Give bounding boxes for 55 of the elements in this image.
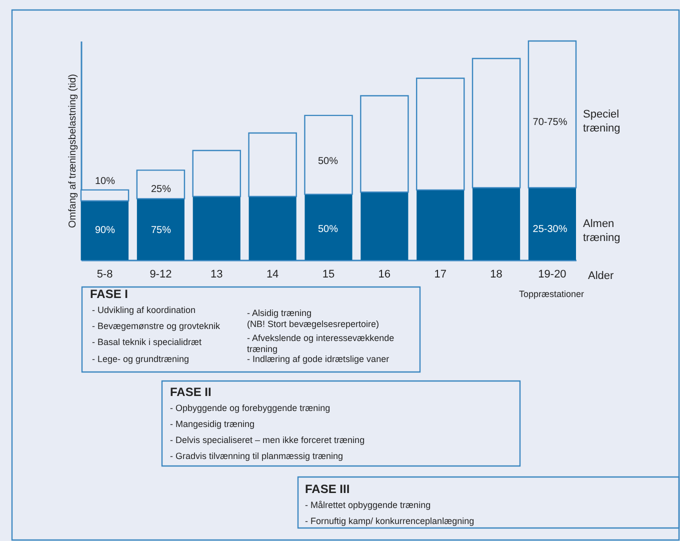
text: FASE I — [90, 287, 128, 301]
series-label: Almen træning — [583, 218, 620, 244]
text: - Opbyggende og forebyggende træning — [170, 403, 330, 413]
bar — [528, 188, 576, 260]
bar — [304, 194, 352, 260]
bar — [416, 190, 464, 260]
annotation: 25-30% — [532, 224, 568, 235]
text: - Bevægemønstre og grovteknik — [92, 321, 221, 331]
bar — [136, 170, 186, 200]
text: FASE II — [170, 385, 212, 399]
text: Toppræstationer — [519, 289, 584, 299]
bar — [472, 188, 520, 260]
annotation: 25% — [150, 184, 172, 195]
annotation: 90% — [94, 225, 116, 236]
annotation: 10% — [94, 176, 116, 187]
text: - Målrettet opbyggende træning — [305, 500, 431, 510]
bar — [192, 150, 242, 198]
text: - Gradvis tilvænning til planmæssig træning — [170, 451, 344, 461]
bar — [248, 132, 297, 198]
text: - Alsidig træning (NB! Stort bevægelsesrepertoire) — [247, 308, 380, 329]
text: - Delvis specialiseret – men ikke forceret træning — [170, 435, 365, 445]
x-tick-label: 5-8 — [96, 268, 113, 280]
x-tick-label: 19-20 — [538, 268, 566, 280]
text: - Basal teknik i specialidræt — [92, 337, 202, 347]
annotation: 50% — [318, 224, 338, 235]
bar — [528, 40, 577, 188]
bar — [192, 196, 240, 260]
x-tick-label: 18 — [490, 268, 502, 280]
text: FASE III — [305, 482, 350, 496]
text: - Fornuftig kamp/ konkurrenceplanlægning — [305, 516, 474, 526]
text: - Afvekslende og interessevækkende træning — [247, 333, 394, 354]
bar — [472, 58, 521, 188]
bar — [360, 95, 409, 193]
bar — [416, 78, 465, 191]
x-axis-title: Alder — [588, 270, 614, 282]
text: - Indlæring af gode idrætslige vaner — [247, 354, 390, 364]
text: - Mangesidig træning — [170, 419, 255, 429]
bar — [81, 200, 129, 260]
x-tick-label: 9-12 — [150, 268, 172, 280]
text: - Udvikling af koordination — [92, 305, 196, 315]
x-tick-label: 15 — [322, 268, 335, 280]
series-label: Speciel træning — [583, 108, 620, 134]
x-tick-label: 14 — [266, 268, 279, 280]
annotation: 75% — [150, 225, 172, 236]
bar — [360, 192, 408, 260]
bar — [304, 114, 353, 195]
annotation: 70-75% — [532, 117, 568, 128]
x-tick-label: 16 — [378, 268, 391, 280]
annotation: 50% — [318, 156, 338, 167]
x-tick-label: 13 — [210, 268, 223, 280]
bar — [136, 198, 184, 260]
y-axis-title: Omfang af træningsbelastning (tid) — [68, 74, 78, 228]
text: - Lege- og grundtræning — [92, 354, 190, 364]
bar — [248, 196, 296, 260]
x-tick-label: 17 — [434, 268, 446, 280]
